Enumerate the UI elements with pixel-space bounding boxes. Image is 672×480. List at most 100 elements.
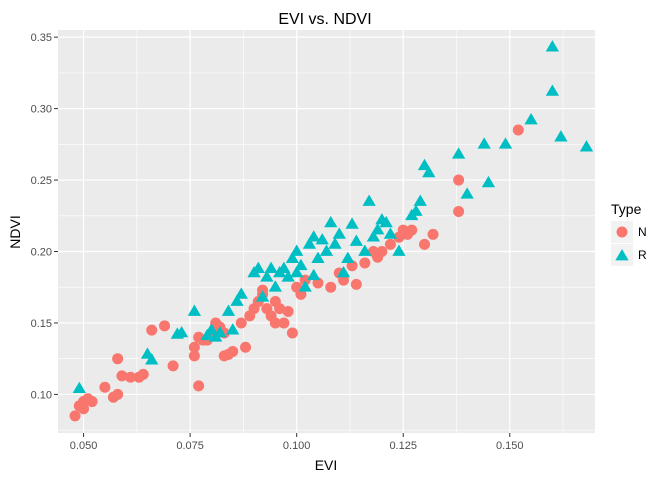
data-point-r bbox=[579, 140, 594, 152]
data-point-n bbox=[112, 388, 124, 400]
data-point-n bbox=[235, 317, 247, 329]
data-point-r bbox=[545, 40, 560, 52]
data-point-r bbox=[422, 165, 436, 178]
x-tick-label: 0.050 bbox=[70, 440, 98, 452]
data-point-r bbox=[345, 217, 359, 229]
data-point-n bbox=[116, 370, 128, 382]
data-point-r bbox=[362, 194, 376, 206]
data-point-n bbox=[312, 277, 324, 289]
x-tick-label: 0.125 bbox=[389, 440, 417, 452]
plot-panel bbox=[58, 30, 595, 433]
x-tick-label: 0.150 bbox=[496, 440, 524, 452]
data-point-n bbox=[427, 228, 439, 240]
y-axis-ticks: 0.10 0.15 0.20 0.25 0.30 0.35 bbox=[31, 32, 58, 401]
data-point-n bbox=[295, 288, 307, 300]
data-point-r bbox=[307, 268, 321, 281]
y-axis-title: NDVI bbox=[7, 215, 23, 248]
data-point-r bbox=[451, 147, 466, 159]
data-points bbox=[69, 40, 594, 422]
y-tick-label: 0.20 bbox=[31, 247, 52, 259]
data-point-r bbox=[72, 381, 86, 394]
data-point-n bbox=[112, 353, 124, 365]
data-point-n bbox=[146, 324, 158, 336]
data-point-r bbox=[413, 194, 427, 206]
x-tick-label: 0.100 bbox=[283, 440, 311, 452]
data-point-n bbox=[257, 284, 269, 296]
data-point-r bbox=[524, 113, 538, 125]
data-point-r bbox=[213, 325, 227, 338]
data-point-n bbox=[193, 380, 205, 392]
data-point-r bbox=[349, 234, 363, 246]
legend-label-n: N bbox=[638, 225, 647, 239]
data-point-r bbox=[234, 287, 248, 299]
data-point-n bbox=[278, 317, 290, 329]
data-point-n bbox=[512, 124, 524, 136]
data-point-r bbox=[255, 290, 270, 302]
data-point-r bbox=[230, 294, 244, 306]
data-point-r bbox=[145, 353, 159, 365]
data-point-r bbox=[319, 244, 334, 256]
data-point-r bbox=[498, 137, 513, 149]
data-point-r bbox=[370, 223, 385, 235]
data-point-r bbox=[315, 233, 329, 245]
data-point-r bbox=[341, 251, 355, 263]
x-axis-ticks: 0.050 0.075 0.100 0.125 0.150 bbox=[70, 433, 524, 452]
data-point-r bbox=[294, 258, 308, 271]
data-point-r bbox=[290, 265, 304, 278]
data-point-n bbox=[286, 327, 298, 339]
data-point-n bbox=[453, 174, 465, 186]
chart-title: EVI vs. NDVI bbox=[278, 11, 371, 28]
y-tick-label: 0.25 bbox=[31, 175, 52, 187]
data-point-r bbox=[298, 280, 312, 292]
data-point-n bbox=[419, 238, 431, 250]
data-point-n bbox=[124, 371, 136, 383]
data-point-n bbox=[69, 410, 81, 422]
data-point-n bbox=[137, 368, 149, 380]
x-axis-title: EVI bbox=[315, 457, 338, 473]
data-point-n bbox=[78, 403, 90, 415]
data-point-n bbox=[227, 346, 239, 358]
data-point-n bbox=[86, 396, 98, 408]
legend-marker-r bbox=[615, 249, 629, 261]
data-point-n bbox=[240, 341, 252, 353]
data-point-n bbox=[99, 381, 111, 393]
legend: Type NR bbox=[611, 201, 647, 266]
data-point-r bbox=[366, 230, 381, 242]
data-point-n bbox=[299, 274, 311, 286]
y-tick-label: 0.35 bbox=[31, 32, 52, 44]
data-point-n bbox=[188, 350, 200, 362]
data-point-r bbox=[277, 261, 291, 273]
data-point-r bbox=[187, 304, 202, 316]
data-point-n bbox=[274, 303, 286, 315]
x-tick-label: 0.075 bbox=[176, 440, 204, 452]
data-point-r bbox=[328, 237, 342, 249]
legend-marker-n bbox=[616, 226, 628, 238]
data-point-r bbox=[358, 244, 372, 256]
data-point-n bbox=[350, 278, 362, 290]
data-point-r bbox=[281, 270, 295, 282]
data-point-n bbox=[376, 246, 388, 258]
data-point-r bbox=[324, 215, 338, 228]
data-point-r bbox=[285, 251, 300, 263]
data-point-r bbox=[264, 261, 278, 273]
y-tick-label: 0.10 bbox=[31, 389, 52, 401]
data-point-n bbox=[338, 274, 350, 286]
data-point-n bbox=[453, 205, 465, 217]
data-point-r bbox=[226, 323, 240, 335]
data-point-r bbox=[268, 280, 283, 292]
data-point-r bbox=[383, 227, 398, 239]
data-point-r bbox=[477, 137, 491, 149]
y-tick-label: 0.30 bbox=[31, 104, 52, 116]
data-point-r bbox=[379, 215, 393, 228]
data-point-n bbox=[159, 320, 171, 332]
data-point-r bbox=[336, 265, 351, 278]
legend-items: NR bbox=[611, 221, 647, 266]
data-point-n bbox=[359, 257, 371, 269]
data-point-r bbox=[460, 187, 474, 199]
data-point-r bbox=[481, 175, 496, 188]
data-point-r bbox=[221, 304, 236, 316]
data-point-r bbox=[409, 204, 423, 216]
data-point-n bbox=[406, 224, 418, 236]
data-point-r bbox=[417, 158, 432, 171]
